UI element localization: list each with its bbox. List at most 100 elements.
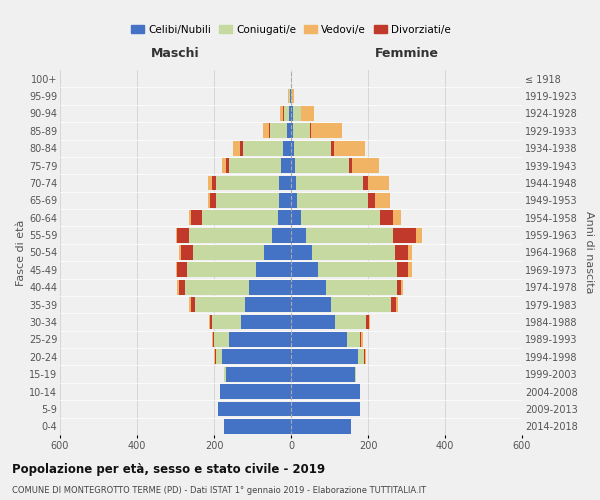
Bar (395, 245, 409, 260)
Bar (214, 332, 229, 347)
Bar (291, 262, 318, 278)
Bar (179, 280, 185, 294)
Bar (293, 124, 310, 138)
Bar (349, 158, 352, 173)
Y-axis label: Anni di nascita: Anni di nascita (584, 211, 594, 294)
Bar (264, 245, 291, 260)
Bar (331, 141, 334, 156)
Bar (185, 280, 248, 294)
Y-axis label: Fasce di età: Fasce di età (16, 220, 26, 286)
Bar (191, 210, 202, 225)
Bar (226, 158, 229, 173)
Text: Maschi: Maschi (151, 46, 200, 60)
Bar (289, 106, 291, 121)
Bar (269, 124, 270, 138)
Bar (283, 106, 284, 121)
Bar (233, 141, 240, 156)
Bar (331, 298, 391, 312)
Bar (208, 193, 210, 208)
Bar (243, 141, 283, 156)
Bar (291, 210, 301, 225)
Bar (213, 332, 214, 347)
Bar (369, 314, 370, 330)
Bar (363, 176, 368, 190)
Bar (189, 210, 191, 225)
Bar (293, 106, 301, 121)
Bar (291, 298, 331, 312)
Bar (380, 210, 393, 225)
Text: Popolazione per età, sesso e stato civile - 2019: Popolazione per età, sesso e stato civil… (12, 462, 325, 475)
Bar (216, 193, 280, 208)
Bar (189, 228, 272, 242)
Bar (291, 88, 292, 104)
Bar (312, 245, 395, 260)
Bar (334, 141, 365, 156)
Bar (245, 298, 291, 312)
Bar (224, 419, 291, 434)
Bar (368, 193, 375, 208)
Bar (280, 193, 291, 208)
Bar (209, 314, 210, 330)
Bar (347, 332, 360, 347)
Bar (189, 298, 191, 312)
Bar (291, 332, 347, 347)
Bar (216, 176, 280, 190)
Bar (401, 280, 403, 294)
Bar (294, 141, 331, 156)
Bar (210, 314, 212, 330)
Bar (291, 350, 358, 364)
Bar (291, 228, 307, 242)
Bar (212, 314, 241, 330)
Bar (284, 106, 289, 121)
Bar (263, 124, 269, 138)
Bar (393, 228, 416, 242)
Bar (178, 228, 189, 242)
Bar (210, 193, 216, 208)
Bar (256, 262, 291, 278)
Bar (409, 262, 412, 278)
Bar (248, 280, 291, 294)
Bar (291, 124, 293, 138)
Bar (215, 350, 216, 364)
Bar (301, 106, 314, 121)
Bar (291, 141, 294, 156)
Bar (291, 245, 312, 260)
Text: COMUNE DI MONTEGROTTO TERME (PD) - Dati ISTAT 1° gennaio 2019 - Elaborazione TUT: COMUNE DI MONTEGROTTO TERME (PD) - Dati … (12, 486, 426, 495)
Bar (295, 158, 349, 173)
Bar (208, 176, 212, 190)
Text: Femmine: Femmine (374, 46, 439, 60)
Bar (181, 245, 193, 260)
Bar (291, 402, 360, 416)
Bar (301, 210, 380, 225)
Bar (240, 141, 243, 156)
Bar (289, 88, 290, 104)
Bar (368, 176, 389, 190)
Bar (178, 262, 187, 278)
Bar (307, 228, 393, 242)
Bar (311, 124, 342, 138)
Bar (291, 280, 326, 294)
Bar (179, 245, 181, 260)
Bar (224, 367, 226, 382)
Bar (270, 124, 287, 138)
Bar (397, 280, 401, 294)
Bar (352, 158, 379, 173)
Bar (318, 262, 397, 278)
Bar (291, 367, 355, 382)
Bar (375, 193, 391, 208)
Bar (292, 88, 294, 104)
Bar (360, 332, 361, 347)
Bar (364, 350, 365, 364)
Bar (176, 262, 178, 278)
Bar (283, 141, 291, 156)
Bar (335, 314, 366, 330)
Bar (191, 298, 195, 312)
Bar (361, 332, 362, 347)
Bar (229, 158, 281, 173)
Bar (409, 245, 412, 260)
Bar (214, 350, 215, 364)
Bar (397, 262, 409, 278)
Bar (193, 245, 264, 260)
Bar (291, 158, 295, 173)
Bar (393, 210, 401, 225)
